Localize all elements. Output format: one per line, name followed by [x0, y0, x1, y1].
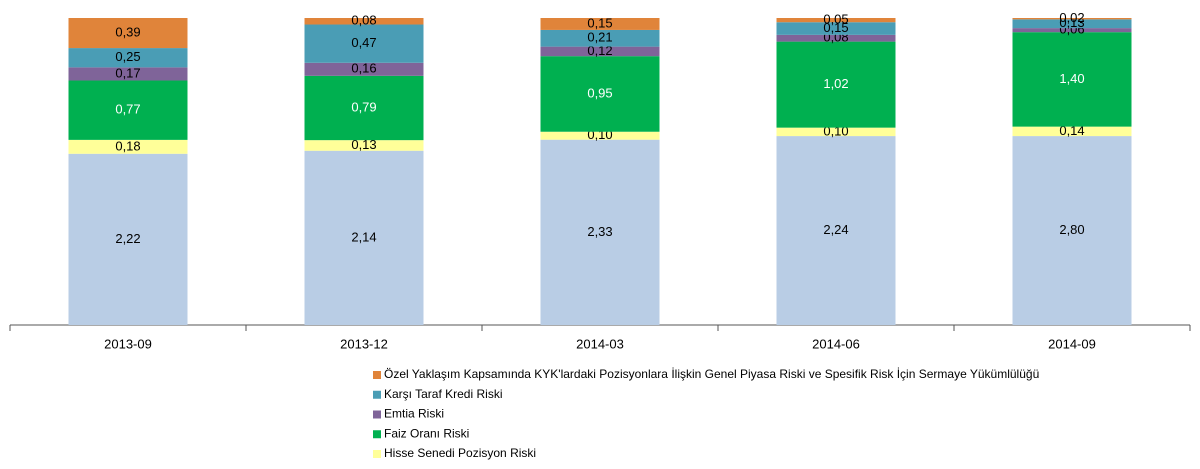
bar-segment — [68, 80, 188, 140]
data-label: 0,39 — [115, 24, 140, 39]
data-label: 0,18 — [115, 138, 140, 153]
data-label: 0,47 — [351, 35, 376, 50]
data-label: 0,15 — [823, 20, 848, 35]
data-label: 2,33 — [587, 224, 612, 239]
legend-label: Faiz Oranı Riski — [384, 426, 469, 440]
legend-swatch — [373, 410, 381, 419]
bar-segment — [304, 62, 424, 76]
bar-segment — [68, 18, 188, 49]
bar-segment — [68, 139, 188, 154]
bar-segment — [540, 139, 660, 325]
bar-segment — [540, 131, 660, 140]
data-label: 0,17 — [115, 65, 140, 80]
legend-label: Hisse Senedi Pozisyon Riski — [384, 446, 536, 460]
x-tick-label: 2014-09 — [1048, 336, 1096, 351]
bar-segment — [304, 150, 424, 325]
bar-segment — [68, 48, 188, 68]
bar-segment — [304, 75, 424, 141]
data-label: 0,77 — [115, 102, 140, 117]
data-label: 1,40 — [1059, 71, 1084, 86]
data-label: 0,13 — [351, 137, 376, 152]
data-label: 0,21 — [587, 30, 612, 45]
bar-segment — [776, 41, 896, 128]
bar-segment — [776, 22, 896, 35]
data-label: 2,14 — [351, 229, 376, 244]
legend-label: Özel Yaklaşım Kapsamında KYK'lardaki Poz… — [384, 367, 1039, 381]
data-label: 0,15 — [587, 15, 612, 30]
x-tick-label: 2013-09 — [104, 336, 152, 351]
bar-segment — [68, 153, 188, 325]
data-label: 0,25 — [115, 49, 140, 64]
data-label: 2,80 — [1059, 222, 1084, 237]
bar-segment — [540, 18, 660, 30]
data-label: 0,16 — [351, 61, 376, 76]
legend-label: Karşı Taraf Kredi Riski — [384, 387, 502, 401]
bar-segment — [1012, 28, 1132, 33]
bar-segment — [1012, 32, 1132, 127]
legend-swatch — [373, 430, 381, 439]
data-label: 0,95 — [587, 85, 612, 100]
bar-segment — [540, 46, 660, 57]
bar-segment — [1012, 19, 1132, 29]
bar-segment — [304, 24, 424, 63]
data-label: 0,79 — [351, 99, 376, 114]
legend-swatch — [373, 450, 381, 458]
data-label: 2,22 — [115, 231, 140, 246]
legend-label: Emtia Riski — [384, 407, 444, 421]
bar-segment — [776, 18, 896, 23]
data-label: 0,02 — [1059, 10, 1084, 25]
bar-segment — [540, 29, 660, 47]
data-label: 2,24 — [823, 222, 848, 237]
x-tick-label: 2014-03 — [576, 336, 624, 351]
data-label: 1,02 — [823, 76, 848, 91]
data-label: 0,08 — [351, 13, 376, 28]
bar-segment — [1012, 18, 1132, 20]
bar-segment — [304, 18, 424, 25]
bar-segment — [1012, 136, 1132, 325]
bar-segment — [776, 136, 896, 325]
bar-segment — [776, 127, 896, 137]
bar-segment — [1012, 126, 1132, 137]
x-tick-label: 2014-06 — [812, 336, 860, 351]
bar-segment — [540, 56, 660, 132]
bar-segment — [68, 67, 188, 81]
x-tick-label: 2013-12 — [340, 336, 388, 351]
data-label: 0,05 — [823, 12, 848, 27]
bar-segment — [304, 140, 424, 151]
legend-swatch — [373, 371, 381, 379]
legend-swatch — [373, 390, 381, 399]
bar-segment — [776, 34, 896, 42]
